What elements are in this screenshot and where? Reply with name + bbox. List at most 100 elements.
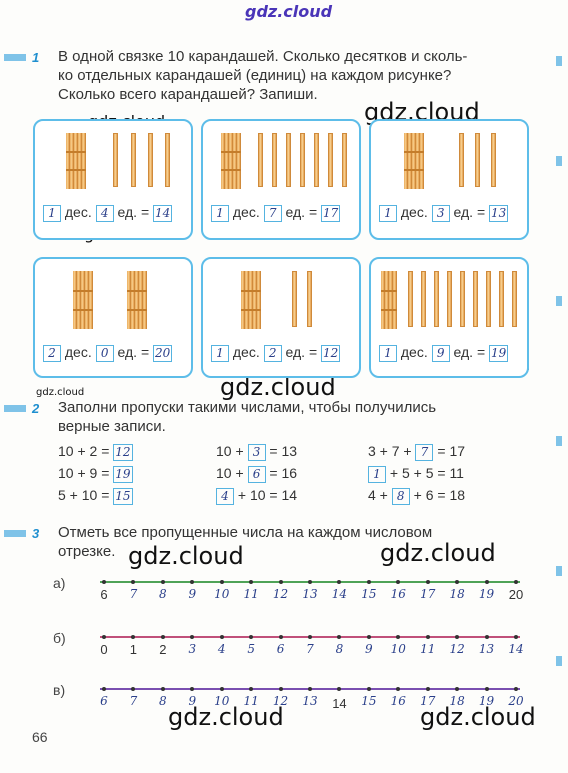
line-tick [455,687,460,691]
task2-text-line: Заполни пропуски такими числами, чтобы п… [58,399,437,416]
answer-row: 1 дес. 2 ед. = 12 [211,344,341,362]
line-number: 0 [100,642,108,657]
line-tick [190,635,195,639]
side-marker [556,156,562,166]
equation: 4 + 10 = 14 [216,487,297,505]
total-box[interactable]: 20 [153,344,173,362]
total-box[interactable]: 13 [489,204,509,222]
line-tick [514,687,518,691]
task-marker [4,54,26,61]
line-tick [190,687,195,691]
side-marker [556,56,562,66]
tens-box[interactable]: 1 [211,204,229,222]
answer-box[interactable]: 6 [247,465,266,483]
answer-box[interactable]: 1 [368,465,386,483]
line-number: 12 [272,587,289,601]
pencil [499,271,504,327]
line-tick [484,580,489,584]
pencil-bundle [127,271,147,329]
answer-box[interactable]: 7 [415,443,434,461]
pencil [459,133,464,187]
tens-box[interactable]: 2 [43,344,61,362]
equation: 10 + 9 = 19 [58,465,133,483]
task3-text-line: отрезке. [58,543,116,560]
line-number: 14 [331,587,348,601]
line-tick [160,580,165,584]
line-number: 12 [272,694,289,708]
pencil [307,271,312,327]
line-tick [366,687,371,691]
line-number: 9 [365,642,373,656]
equation: 3 + 7 + 7 = 17 [368,443,466,461]
answer-box[interactable]: 4 [216,487,234,505]
units-box[interactable]: 9 [431,344,450,362]
tens-box[interactable]: 1 [379,344,397,362]
answer-box[interactable]: 15 [113,487,133,505]
total-box[interactable]: 14 [153,204,173,222]
line-number: 10 [214,694,230,708]
line-number: 16 [390,694,406,708]
watermark: gdz.cloud [420,703,536,731]
side-marker [556,296,562,306]
tens-box[interactable]: 1 [43,204,61,222]
line-number: 19 [478,587,495,601]
line-number: 17 [420,587,436,601]
line-tick [337,580,342,584]
tens-box[interactable]: 1 [211,344,229,362]
answer-box[interactable]: 12 [113,443,133,461]
line-tick [131,635,136,639]
line-number: 17 [420,694,436,708]
line-label: б) [53,630,66,646]
units-box[interactable]: 3 [431,204,450,222]
pencil [165,133,170,187]
total-box[interactable]: 12 [321,344,341,362]
answer-box[interactable]: 19 [113,465,133,483]
total-box[interactable]: 17 [321,204,341,222]
line-tick [160,687,165,691]
units-box[interactable]: 0 [95,344,114,362]
line-tick [102,580,106,584]
line-number: 8 [335,642,344,656]
pencil-card: 1 дес. 2 ед. = 12 [201,257,361,378]
line-number: 11 [243,587,259,601]
answer-box[interactable]: 8 [391,487,410,505]
line-number: 14 [508,642,524,656]
pencil [342,133,347,187]
line-tick [396,580,401,584]
units-box[interactable]: 7 [263,204,282,222]
task-number: 3 [32,526,40,541]
page-number: 66 [32,729,48,745]
units-box[interactable]: 4 [95,204,114,222]
task-number: 2 [32,401,40,416]
line-tick [131,580,136,584]
pencil [434,271,439,327]
answer-row: 1 дес. 4 ед. = 14 [43,204,173,222]
pencil [272,133,277,187]
line-tick [484,635,489,639]
line-tick [337,635,342,639]
answer-box[interactable]: 3 [247,443,266,461]
total-box[interactable]: 19 [489,344,509,362]
task-marker [4,530,26,537]
line-tick [455,635,460,639]
line-number: 18 [449,587,465,601]
line-number: 11 [243,694,259,708]
tens-box[interactable]: 1 [379,204,397,222]
line-label: в) [53,682,66,698]
pencil-bundle [404,133,424,189]
line-tick [102,687,106,691]
line-number: 14 [332,696,347,711]
task1-text-line: Сколько всего карандашей? Запиши. [58,86,318,103]
line-number: 7 [306,642,314,656]
line-number: 13 [478,642,495,656]
pencil [300,133,305,187]
line-number: 6 [276,642,285,656]
answer-row: 2 дес. 0 ед. = 20 [43,344,173,362]
line-number: 5 [247,642,255,656]
side-marker [556,656,562,666]
line-number: 7 [129,587,138,601]
task3-text-line: Отметь все пропущенные числа на каждом ч… [58,524,433,541]
line-number: 1 [129,642,138,657]
line-tick [249,580,254,584]
units-box[interactable]: 2 [263,344,282,362]
